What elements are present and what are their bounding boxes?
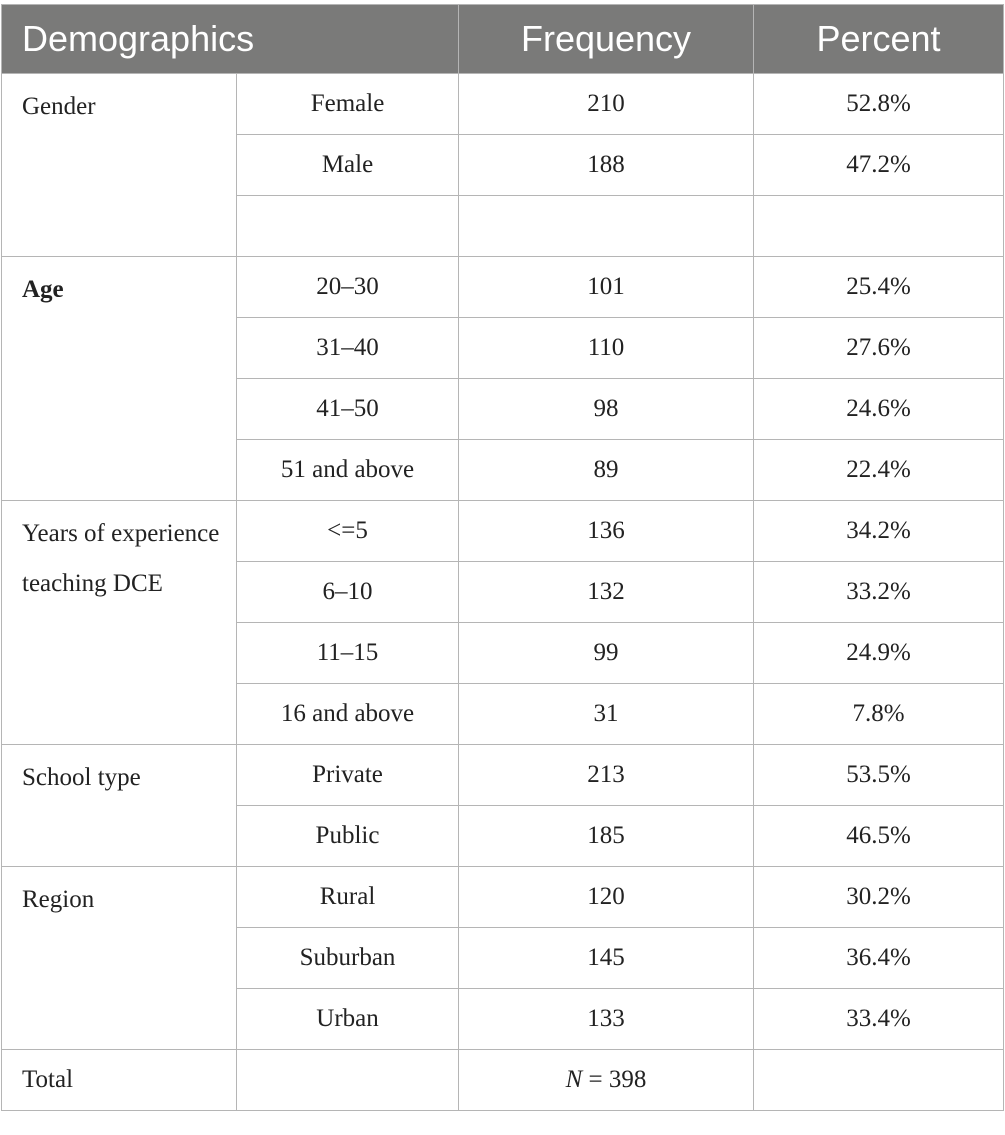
frequency-cell: 136 (458, 500, 755, 562)
demographics-table: Demographics Frequency Percent Gender Fem… (0, 4, 1005, 1111)
percent-cell: 24.6% (753, 378, 1005, 440)
total-row: Total N = 398 (1, 1049, 1005, 1111)
category-cell: Public (235, 805, 460, 867)
frequency-cell (458, 195, 755, 257)
percent-cell: 34.2% (753, 500, 1005, 562)
percent-cell: 30.2% (753, 866, 1005, 928)
group-label-cell: Age (1, 256, 237, 501)
group-label-cell: Region (1, 866, 237, 1050)
category-cell: 6–10 (235, 561, 460, 623)
category-cell: 11–15 (235, 622, 460, 684)
group-label: Gender (22, 93, 96, 120)
percent-cell (753, 195, 1005, 257)
table-row: 41–50 98 24.6% (2, 378, 1005, 440)
total-n-value: = 398 (582, 1066, 647, 1093)
frequency-cell: 133 (458, 988, 755, 1050)
table-row: Age 20–30 101 25.4% (1, 256, 1005, 501)
frequency-cell: 89 (458, 439, 755, 501)
category-cell: Suburban (235, 927, 460, 989)
table-header: Demographics Frequency Percent (0, 4, 1005, 74)
percent-cell: 22.4% (753, 439, 1005, 501)
total-label: Total (1, 1049, 237, 1111)
category-cell: Male (235, 134, 460, 196)
table-row: Suburban 145 36.4% (2, 927, 1005, 989)
percent-cell: 53.5% (753, 744, 1005, 806)
table-row: Public 185 46.5% (2, 805, 1005, 867)
table-row: Urban 133 33.4% (2, 988, 1005, 1050)
frequency-cell: 110 (458, 317, 755, 379)
total-n-cell: N = 398 (458, 1049, 755, 1111)
percent-cell: 7.8% (753, 683, 1005, 745)
frequency-cell: 98 (458, 378, 755, 440)
percent-cell: 47.2% (753, 134, 1005, 196)
category-cell: Urban (235, 988, 460, 1050)
percent-cell: 25.4% (753, 256, 1005, 318)
category-cell: 51 and above (235, 439, 460, 501)
group-label: Region (22, 886, 95, 913)
group-label: Age (22, 276, 64, 303)
percent-cell: 33.4% (753, 988, 1005, 1050)
table-row: 51 and above 89 22.4% (2, 439, 1005, 501)
group-label-cell: Gender (1, 73, 237, 257)
percent-cell: 36.4% (753, 927, 1005, 989)
table-row: Gender Female 210 52.8% (1, 73, 1005, 257)
category-cell: <=5 (235, 500, 460, 562)
category-cell: Female (235, 73, 460, 135)
header-frequency: Frequency (458, 4, 755, 74)
category-cell: 16 and above (235, 683, 460, 745)
table-row: Years of experience teaching DCE <=5 136 34… (1, 500, 1005, 745)
percent-cell: 27.6% (753, 317, 1005, 379)
frequency-cell: 185 (458, 805, 755, 867)
group-label-cell: School type (1, 744, 237, 867)
header-percent: Percent (753, 4, 1005, 74)
table-row: 6–10 132 33.2% (2, 561, 1005, 623)
category-cell: Rural (235, 866, 460, 928)
total-n-symbol: N (565, 1066, 583, 1093)
category-cell: 20–30 (235, 256, 460, 318)
frequency-cell: 101 (458, 256, 755, 318)
frequency-cell: 210 (458, 73, 755, 135)
table-row: Male 188 47.2% (2, 134, 1005, 196)
total-category-cell (235, 1049, 460, 1111)
header-demographics: Demographics (0, 4, 460, 74)
percent-cell: 24.9% (753, 622, 1005, 684)
category-cell: 41–50 (235, 378, 460, 440)
percent-cell: 33.2% (753, 561, 1005, 623)
table-row: 16 and above 31 7.8% (2, 683, 1005, 745)
group-label: Years of experience teaching DCE (22, 520, 220, 597)
frequency-cell: 132 (458, 561, 755, 623)
frequency-cell: 120 (458, 866, 755, 928)
table-row: School type Private 213 53.5% (1, 744, 1005, 867)
frequency-cell: 99 (458, 622, 755, 684)
frequency-cell: 145 (458, 927, 755, 989)
group-label: School type (22, 764, 141, 791)
group-label-cell: Years of experience teaching DCE (1, 500, 237, 745)
frequency-cell: 213 (458, 744, 755, 806)
table-body: Gender Female 210 52.8% Male 188 47.2% Age 20–30… (1, 73, 1005, 1111)
table-row: Region Rural 120 30.2% (1, 866, 1005, 1050)
percent-cell: 52.8% (753, 73, 1005, 135)
total-percent-cell (753, 1049, 1005, 1111)
category-cell (235, 195, 460, 257)
frequency-cell: 188 (458, 134, 755, 196)
category-cell: 31–40 (235, 317, 460, 379)
category-cell: Private (235, 744, 460, 806)
percent-cell: 46.5% (753, 805, 1005, 867)
frequency-cell: 31 (458, 683, 755, 745)
